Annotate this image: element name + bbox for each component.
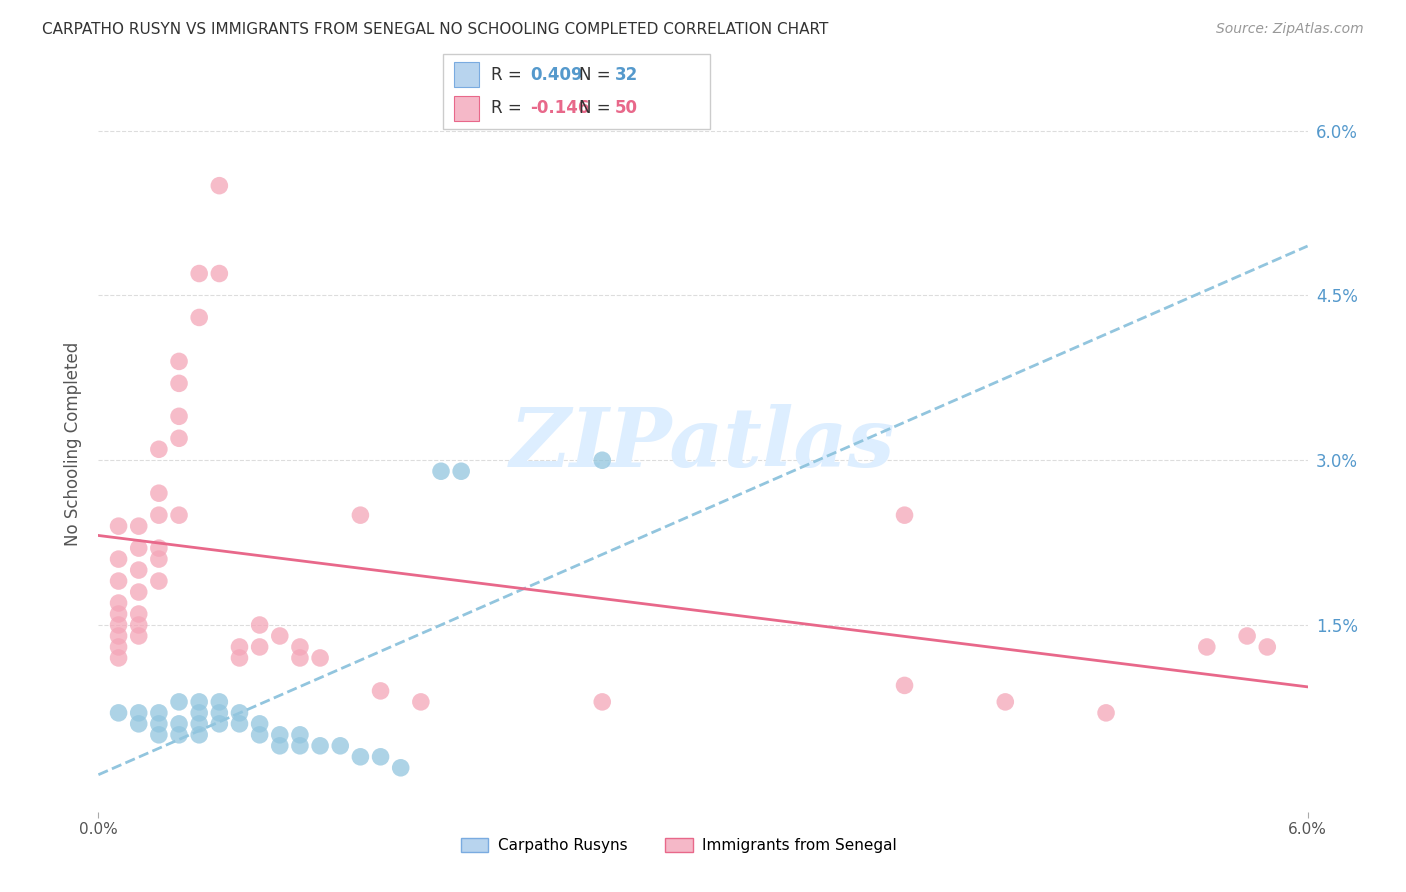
- Point: [288, 640, 311, 654]
- Text: R =: R =: [491, 99, 527, 117]
- Point: [107, 552, 129, 566]
- Point: [208, 706, 231, 720]
- Point: [228, 706, 250, 720]
- Point: [128, 716, 150, 731]
- Point: [188, 706, 211, 720]
- Point: [107, 629, 129, 643]
- Point: [1256, 640, 1278, 654]
- Text: N =: N =: [579, 99, 616, 117]
- Point: [370, 684, 392, 698]
- Point: [188, 728, 211, 742]
- Point: [329, 739, 352, 753]
- Text: Source: ZipAtlas.com: Source: ZipAtlas.com: [1216, 22, 1364, 37]
- Point: [107, 574, 129, 588]
- Point: [269, 739, 291, 753]
- Point: [208, 178, 231, 193]
- Point: [893, 678, 915, 692]
- Point: [309, 651, 332, 665]
- Point: [188, 267, 211, 281]
- Point: [128, 607, 150, 621]
- Text: 50: 50: [614, 99, 637, 117]
- Point: [107, 519, 129, 533]
- Point: [188, 695, 211, 709]
- Point: [208, 267, 231, 281]
- Point: [249, 618, 271, 632]
- Y-axis label: No Schooling Completed: No Schooling Completed: [65, 342, 83, 546]
- Point: [167, 409, 190, 424]
- Point: [107, 607, 129, 621]
- Point: [409, 695, 432, 709]
- Point: [228, 716, 250, 731]
- Point: [128, 519, 150, 533]
- Point: [269, 629, 291, 643]
- Point: [167, 716, 190, 731]
- Text: N =: N =: [579, 66, 616, 84]
- Point: [167, 728, 190, 742]
- Text: 0.409: 0.409: [530, 66, 582, 84]
- Point: [249, 728, 271, 742]
- Point: [128, 541, 150, 555]
- Point: [167, 431, 190, 445]
- Point: [148, 486, 170, 500]
- Point: [288, 739, 311, 753]
- Point: [450, 464, 472, 478]
- Point: [107, 596, 129, 610]
- Point: [148, 574, 170, 588]
- Point: [1236, 629, 1258, 643]
- Text: -0.146: -0.146: [530, 99, 589, 117]
- Point: [148, 728, 170, 742]
- Point: [430, 464, 453, 478]
- Point: [107, 640, 129, 654]
- Point: [167, 508, 190, 523]
- Point: [370, 749, 392, 764]
- Point: [128, 706, 150, 720]
- Point: [188, 716, 211, 731]
- Point: [128, 629, 150, 643]
- Point: [188, 310, 211, 325]
- Legend: Carpatho Rusyns, Immigrants from Senegal: Carpatho Rusyns, Immigrants from Senegal: [454, 832, 903, 859]
- Point: [128, 585, 150, 599]
- Point: [269, 728, 291, 742]
- Point: [167, 354, 190, 368]
- Text: 32: 32: [614, 66, 638, 84]
- Point: [208, 716, 231, 731]
- Point: [249, 716, 271, 731]
- Point: [349, 508, 371, 523]
- Point: [107, 651, 129, 665]
- Point: [148, 716, 170, 731]
- Point: [893, 508, 915, 523]
- Point: [148, 706, 170, 720]
- Point: [148, 552, 170, 566]
- Point: [389, 761, 412, 775]
- Point: [148, 541, 170, 555]
- Point: [591, 695, 613, 709]
- Point: [107, 618, 129, 632]
- Text: R =: R =: [491, 66, 527, 84]
- Point: [148, 508, 170, 523]
- Point: [309, 739, 332, 753]
- Point: [208, 695, 231, 709]
- Point: [994, 695, 1017, 709]
- Point: [148, 442, 170, 457]
- Point: [591, 453, 613, 467]
- Point: [167, 695, 190, 709]
- Text: ZIPatlas: ZIPatlas: [510, 404, 896, 483]
- Point: [107, 706, 129, 720]
- Point: [349, 749, 371, 764]
- Point: [228, 640, 250, 654]
- Point: [128, 618, 150, 632]
- Point: [249, 640, 271, 654]
- Point: [128, 563, 150, 577]
- Point: [1095, 706, 1118, 720]
- Point: [1195, 640, 1218, 654]
- Point: [228, 651, 250, 665]
- Point: [167, 376, 190, 391]
- Text: CARPATHO RUSYN VS IMMIGRANTS FROM SENEGAL NO SCHOOLING COMPLETED CORRELATION CHA: CARPATHO RUSYN VS IMMIGRANTS FROM SENEGA…: [42, 22, 828, 37]
- Point: [288, 651, 311, 665]
- Point: [288, 728, 311, 742]
